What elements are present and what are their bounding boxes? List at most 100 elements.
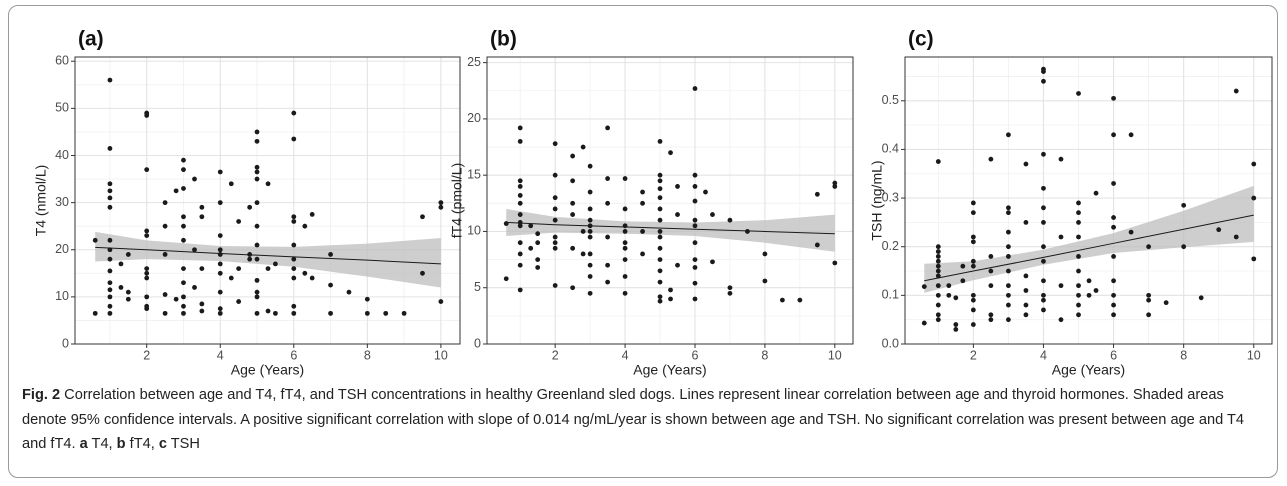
point — [107, 287, 113, 293]
point — [587, 206, 593, 212]
point — [517, 262, 523, 268]
point — [162, 292, 168, 297]
point — [1041, 151, 1046, 157]
point — [605, 279, 611, 285]
point — [970, 297, 976, 303]
point — [291, 303, 297, 309]
point — [692, 86, 698, 91]
point — [1076, 283, 1081, 289]
point — [587, 262, 593, 268]
point — [107, 294, 113, 300]
point — [144, 266, 150, 271]
point — [181, 294, 186, 300]
point — [517, 220, 523, 225]
point — [1076, 268, 1081, 274]
point — [657, 195, 663, 201]
point — [254, 294, 260, 300]
point — [692, 240, 698, 246]
point — [125, 289, 131, 295]
confidence-band — [95, 231, 441, 288]
point — [587, 229, 593, 234]
point — [254, 164, 260, 170]
point — [236, 299, 242, 304]
point — [960, 263, 966, 269]
point — [517, 240, 523, 246]
point — [745, 229, 750, 234]
point — [1251, 256, 1257, 262]
point — [1076, 210, 1081, 216]
point — [1041, 297, 1046, 303]
x-axis-label: Age (Years) — [1052, 362, 1125, 378]
point — [181, 310, 186, 316]
point — [1006, 302, 1011, 308]
point — [657, 298, 663, 304]
point — [107, 188, 113, 194]
point — [935, 317, 941, 323]
point — [144, 113, 150, 118]
point — [309, 212, 315, 217]
point — [622, 290, 628, 296]
point — [291, 110, 297, 116]
point — [727, 217, 733, 223]
y-tick-label: 40 — [55, 148, 69, 162]
point — [1006, 317, 1011, 323]
point — [692, 172, 698, 178]
point — [675, 212, 680, 217]
point — [657, 279, 663, 285]
x-tick-label: 10 — [434, 348, 448, 362]
point — [622, 229, 628, 234]
point — [199, 204, 205, 210]
point — [517, 251, 523, 257]
x-axis-label: Age (Years) — [231, 362, 304, 378]
point — [1111, 278, 1116, 284]
point — [1006, 254, 1011, 259]
panel-title: (c) — [908, 28, 934, 51]
point — [552, 141, 558, 147]
point — [622, 176, 628, 181]
point — [144, 233, 150, 239]
y-tick-label: 0 — [62, 336, 69, 350]
point — [1181, 244, 1187, 250]
point — [254, 223, 260, 229]
x-tick-label: 6 — [290, 348, 297, 362]
point — [107, 268, 113, 274]
point — [254, 138, 260, 144]
point — [935, 249, 941, 254]
point — [946, 292, 952, 298]
point — [970, 234, 976, 240]
point — [1076, 200, 1081, 206]
point — [1111, 302, 1116, 308]
point — [657, 139, 663, 144]
point — [217, 289, 223, 295]
point — [1041, 69, 1046, 74]
point — [1006, 229, 1011, 235]
y-tick-label: 60 — [55, 54, 69, 68]
point — [173, 188, 179, 194]
x-tick-label: 6 — [1110, 348, 1117, 362]
point — [107, 77, 113, 83]
point — [162, 310, 168, 316]
point — [622, 206, 628, 212]
point — [517, 125, 523, 131]
point — [657, 268, 663, 274]
point — [1076, 312, 1081, 318]
y-tick-label: 0.1 — [882, 288, 899, 302]
y-tick-label: 0.2 — [882, 239, 899, 253]
point — [1181, 202, 1187, 208]
point — [265, 308, 271, 314]
point — [328, 252, 333, 257]
point — [1041, 258, 1046, 264]
point — [1146, 297, 1152, 303]
point — [657, 229, 663, 234]
point — [144, 228, 150, 234]
point — [254, 289, 260, 295]
point — [162, 223, 168, 229]
point — [1111, 312, 1116, 318]
y-tick-label: 10 — [467, 224, 481, 238]
point — [832, 184, 838, 189]
plot-border — [486, 56, 854, 345]
point — [1086, 278, 1092, 284]
point — [552, 240, 558, 246]
point — [107, 310, 113, 316]
